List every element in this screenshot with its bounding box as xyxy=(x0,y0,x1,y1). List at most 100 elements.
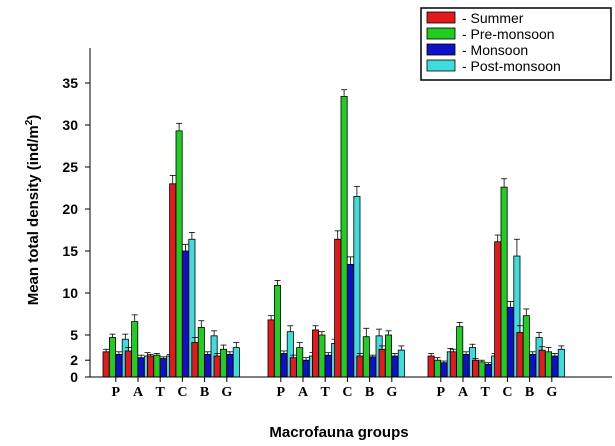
x-tick-label: A xyxy=(133,385,144,400)
x-tick-label: G xyxy=(546,385,557,400)
bar-monsoon xyxy=(506,306,514,378)
bar-summer xyxy=(169,183,177,378)
x-tick-label: A xyxy=(458,385,469,400)
bar-post-monsoon xyxy=(557,348,565,378)
bar-summer xyxy=(334,238,342,378)
y-tick-label: 2 xyxy=(70,352,78,368)
x-tick-label: G xyxy=(386,385,397,400)
bar-summer xyxy=(449,351,457,378)
legend-swatch xyxy=(426,11,456,24)
bar-pre-monsoon xyxy=(362,336,370,378)
bar-summer xyxy=(146,355,154,378)
bar-pre-monsoon xyxy=(478,361,486,378)
bar-monsoon xyxy=(529,353,537,378)
bar-monsoon xyxy=(484,363,492,378)
x-tick-label: G xyxy=(221,385,232,400)
legend-label: - Pre-monsoon xyxy=(462,26,555,42)
bar-post-monsoon xyxy=(353,195,361,378)
bar-summer xyxy=(102,351,110,378)
bar-monsoon xyxy=(280,353,288,378)
bar-summer xyxy=(213,355,221,378)
x-tick-label: P xyxy=(277,385,286,400)
x-axis-title: Macrofauna groups xyxy=(269,424,408,441)
bar-monsoon xyxy=(181,250,189,378)
x-tick-label: T xyxy=(481,385,491,400)
bar-pre-monsoon xyxy=(153,354,161,378)
bar-summer xyxy=(471,359,479,378)
bar-pre-monsoon xyxy=(522,315,530,378)
bar-pre-monsoon xyxy=(219,348,227,378)
bar-monsoon xyxy=(551,355,559,378)
bar-pre-monsoon xyxy=(318,334,326,378)
bar-summer xyxy=(494,241,502,378)
y-tick-label: 20 xyxy=(62,201,78,217)
bar-pre-monsoon xyxy=(175,130,183,378)
y-tick-label: 0 xyxy=(70,369,78,385)
bar-monsoon xyxy=(302,359,310,378)
bar-pre-monsoon xyxy=(456,326,464,378)
bar-pre-monsoon xyxy=(384,334,392,378)
bar-monsoon xyxy=(462,353,470,378)
y-tick-label: 30 xyxy=(62,117,78,133)
legend-swatch xyxy=(426,59,456,72)
bar-summer xyxy=(356,355,364,378)
bar-pre-monsoon xyxy=(545,351,553,378)
bars-layer xyxy=(102,89,565,378)
bar-summer xyxy=(427,355,435,378)
bar-summer xyxy=(516,332,524,378)
x-tick-label: C xyxy=(177,385,187,400)
bar-summer xyxy=(378,348,386,378)
bar-monsoon xyxy=(346,264,354,378)
legend-label: - Post-monsoon xyxy=(462,58,561,74)
x-tick-label: P xyxy=(437,385,446,400)
bar-pre-monsoon xyxy=(340,96,348,378)
bar-summer xyxy=(267,319,275,378)
legend: - Summer- Pre-monsoon- Monsoon- Post-mon… xyxy=(420,7,612,81)
bar-post-monsoon xyxy=(397,349,405,378)
bar-monsoon xyxy=(440,362,448,378)
bar-summer xyxy=(191,342,199,378)
y-tick-label: 5 xyxy=(70,327,78,343)
y-tick-label: 10 xyxy=(62,285,78,301)
x-tick-label: B xyxy=(200,385,209,400)
y-tick-label: 15 xyxy=(62,243,78,259)
bar-pre-monsoon xyxy=(131,321,139,378)
bar-monsoon xyxy=(226,353,234,378)
legend-label: - Monsoon xyxy=(462,42,528,58)
x-tick-label: T xyxy=(156,385,166,400)
bar-monsoon xyxy=(369,356,377,378)
x-tick-label: B xyxy=(525,385,534,400)
bar-pre-monsoon xyxy=(109,337,117,378)
x-tick-label: C xyxy=(342,385,352,400)
x-tick-label: P xyxy=(112,385,121,400)
bar-monsoon xyxy=(204,353,212,378)
bar-pre-monsoon xyxy=(273,285,281,378)
bar-summer xyxy=(124,350,132,378)
y-axis-title: Mean total density (ind/m2) xyxy=(24,115,42,306)
x-tick-label: C xyxy=(502,385,512,400)
bar-pre-monsoon xyxy=(197,327,205,378)
bar-monsoon xyxy=(137,357,145,378)
bar-pre-monsoon xyxy=(296,347,304,378)
bar-monsoon xyxy=(391,355,399,378)
bar-post-monsoon xyxy=(232,347,240,378)
legend-label: - Summer xyxy=(462,10,524,26)
bar-monsoon xyxy=(324,354,332,378)
y-tick-label: 25 xyxy=(62,159,78,175)
x-tick-label: T xyxy=(321,385,331,400)
x-tick-label: B xyxy=(365,385,374,400)
bar-summer xyxy=(289,357,297,378)
bar-pre-monsoon xyxy=(500,186,508,378)
legend-swatch xyxy=(426,27,456,40)
bar-monsoon xyxy=(159,358,167,378)
y-tick-label: 35 xyxy=(62,75,78,91)
axes-layer xyxy=(89,48,612,378)
x-tick-label: A xyxy=(298,385,309,400)
bar-summer xyxy=(538,349,546,378)
bar-pre-monsoon xyxy=(433,359,441,378)
legend-swatch xyxy=(426,43,456,56)
